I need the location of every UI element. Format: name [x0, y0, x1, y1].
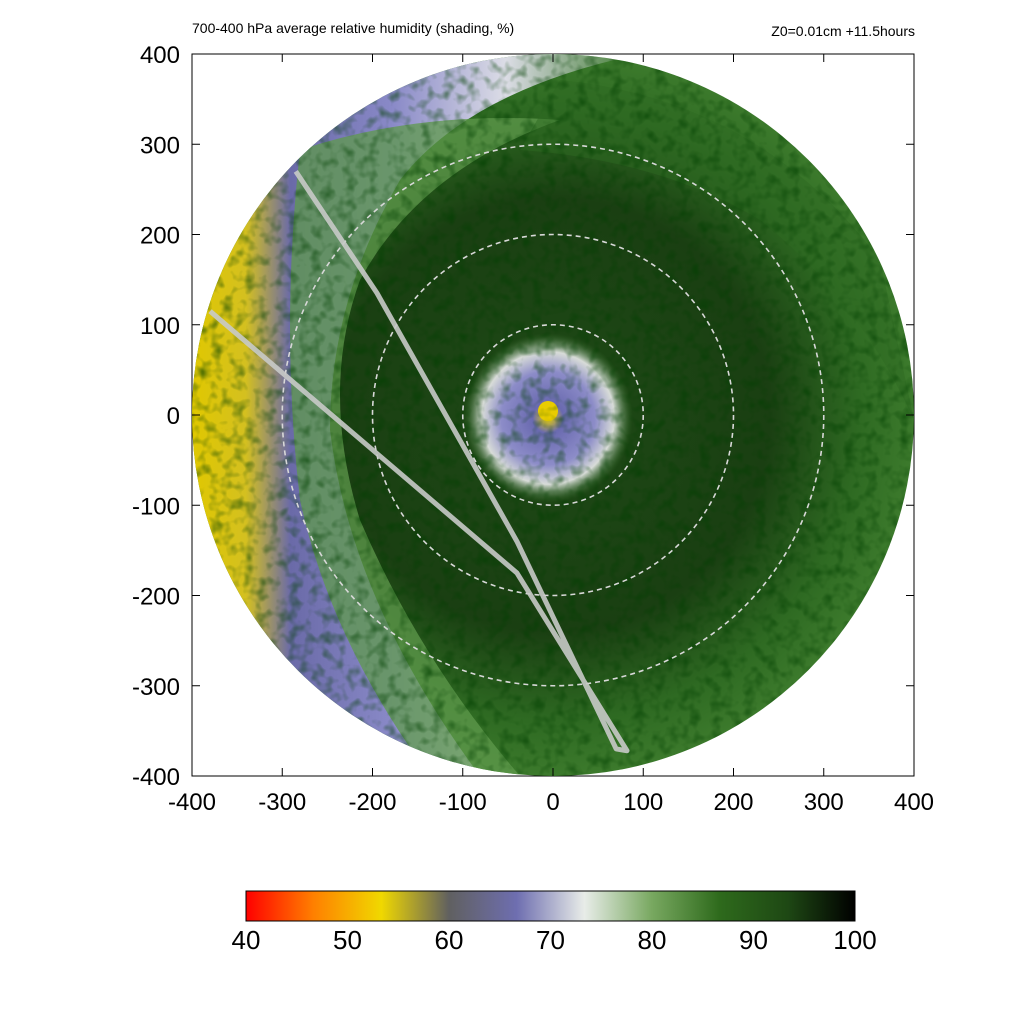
- x-tick-label: 300: [804, 789, 844, 816]
- y-tick-label: -300: [132, 674, 180, 701]
- colorbar-tick-label: 50: [333, 925, 362, 955]
- colorbar-tick-label: 80: [638, 925, 667, 955]
- range-ring-200: [371, 233, 735, 597]
- x-tick-label: 400: [894, 789, 934, 816]
- range-ring-100: [461, 323, 645, 507]
- colorbar-tick-label: 60: [435, 925, 464, 955]
- colorbar-tick-label: 40: [232, 925, 261, 955]
- colorbar-tick-label: 90: [739, 925, 768, 955]
- range-ring-300: [281, 143, 825, 687]
- x-tick-label: -100: [439, 789, 487, 816]
- x-axis: -400 -300 -200 -100 0 100 200 300 400: [168, 54, 934, 816]
- y-tick-label: 0: [167, 403, 180, 430]
- run-label: Z0=0.01cm +11.5hours: [771, 23, 915, 39]
- y-axis: 400 300 200 100 0 -100 -200 -300 -400: [132, 42, 914, 791]
- y-tick-label: -200: [132, 584, 180, 611]
- colorbar-ticks: 40 50 60 70 80 90 100: [232, 925, 877, 955]
- y-tick-label: 100: [140, 313, 180, 340]
- x-tick-label: -400: [168, 789, 216, 816]
- track-line: [208, 169, 630, 754]
- chart-title: 700-400 hPa average relative humidity (s…: [192, 20, 514, 36]
- colorbar-tick-label: 100: [833, 925, 876, 955]
- x-tick-label: 0: [546, 789, 559, 816]
- y-tick-label: 200: [140, 223, 180, 250]
- y-tick-label: -100: [132, 493, 180, 520]
- field-texture: [192, 54, 914, 776]
- x-tick-label: -300: [258, 789, 306, 816]
- x-tick-label: -200: [348, 789, 396, 816]
- x-tick-label: 100: [623, 789, 663, 816]
- colorbar-ramp: [245, 890, 856, 922]
- colorbar-tick-label: 70: [536, 925, 565, 955]
- humidity-field: [192, 54, 914, 776]
- y-tick-label: -400: [132, 764, 180, 791]
- colorbar: 40 50 60 70 80 90 100: [232, 890, 877, 955]
- y-tick-label: 300: [140, 132, 180, 159]
- y-tick-label: 400: [140, 42, 180, 69]
- range-rings: [281, 143, 825, 687]
- x-tick-label: 200: [713, 789, 753, 816]
